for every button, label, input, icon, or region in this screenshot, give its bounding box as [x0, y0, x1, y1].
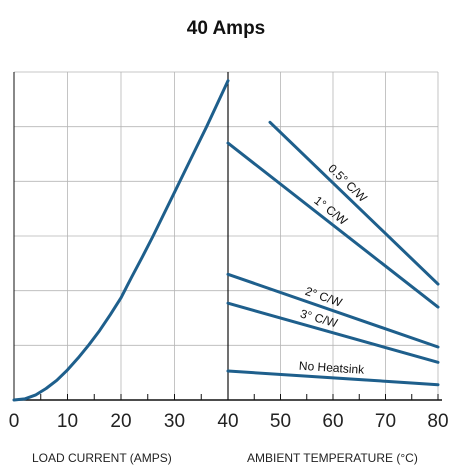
x-tick-label: 30 — [164, 411, 185, 432]
series-line-0-5-c-w — [268, 120, 440, 286]
power-curve-line — [12, 79, 230, 402]
x-axis-label-left: LOAD CURRENT (AMPS) — [32, 451, 172, 465]
chart-title: 40 Amps — [187, 18, 266, 39]
x-axis-label-right: AMBIENT TEMPERATURE (°C) — [247, 451, 418, 465]
series-layer — [12, 79, 440, 402]
series-line-3-c-w — [226, 301, 440, 364]
x-tick-label: 20 — [110, 411, 131, 432]
grid — [14, 71, 439, 400]
x-tick-label: 60 — [322, 411, 343, 432]
x-tick-label: 80 — [427, 411, 448, 432]
x-tick-label: 0 — [9, 411, 20, 432]
series-label-no-heatsink: No Heatsink — [298, 359, 365, 377]
series-line-no-heatsink — [226, 369, 440, 387]
x-tick-label: 40 — [217, 411, 238, 432]
x-tick-label: 10 — [57, 411, 78, 432]
axes: 0102030404050607080 — [9, 72, 449, 432]
series-line-2-c-w — [226, 272, 440, 349]
x-tick-label: 50 — [270, 411, 291, 432]
series-line-1-c-w — [226, 141, 440, 309]
labels-layer: 0.5° C/W1° C/W2° C/W3° C/WNo Heatsink — [298, 161, 370, 377]
x-tick-label: 70 — [375, 411, 396, 432]
